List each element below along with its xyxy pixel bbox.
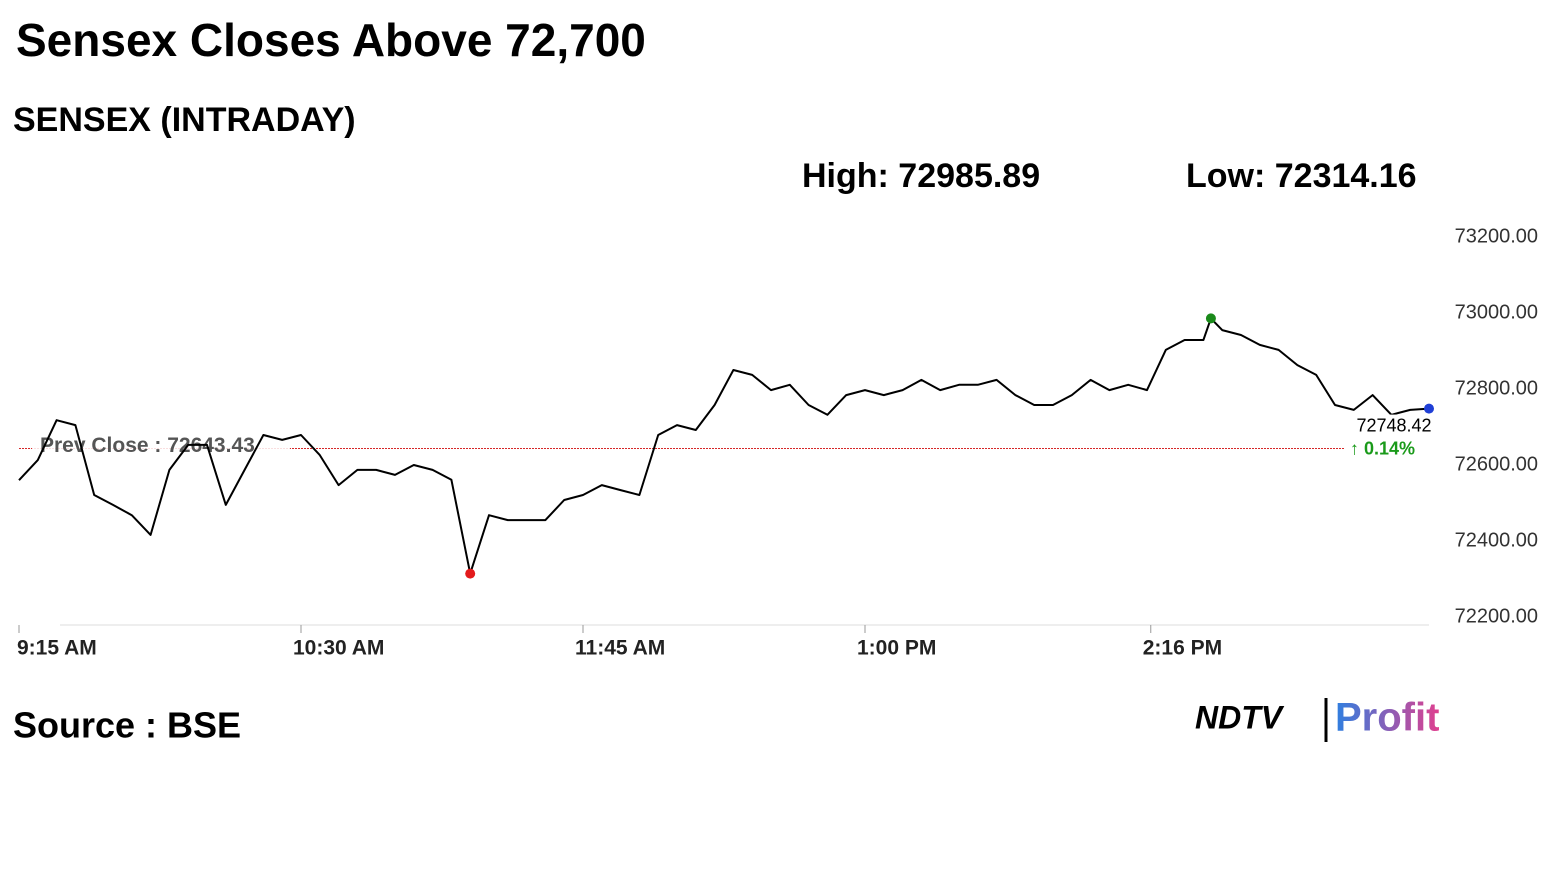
low-label: Low: 72314.16 xyxy=(1186,157,1417,195)
last-marker xyxy=(1424,403,1434,414)
price-line xyxy=(18,317,1430,575)
high-marker xyxy=(1205,313,1216,324)
x-tick-label: 10:30 AM xyxy=(293,637,384,660)
prev-close-label: Prev Close : 72643.43 xyxy=(40,434,255,457)
logo-ndtv: NDTV xyxy=(1195,699,1285,735)
y-tick-label: 72400.00 xyxy=(1455,529,1538,551)
low-marker xyxy=(465,568,476,579)
y-tick-label: 72800.00 xyxy=(1455,377,1538,399)
y-tick-label: 72600.00 xyxy=(1455,453,1538,475)
chart-subtitle: SENSEX (INTRADAY) xyxy=(13,101,356,139)
logo-profit: Profit xyxy=(1335,696,1439,740)
prev-close-bg xyxy=(32,431,290,460)
source: Source : BSE xyxy=(13,705,241,746)
x-tick-label: 2:16 PM xyxy=(1143,637,1222,660)
change-label: ↑ 0.14% xyxy=(1350,438,1415,458)
y-tick-label: 73000.00 xyxy=(1455,301,1538,323)
x-tick-label: 1:00 PM xyxy=(857,637,936,660)
y-tick-label: 73200.00 xyxy=(1455,225,1538,247)
y-tick-label: 72200.00 xyxy=(1455,605,1538,627)
last-label: 72748.42 xyxy=(1356,415,1431,435)
last-bg xyxy=(1348,414,1440,439)
chart-title: Sensex Closes Above 72,700 xyxy=(16,14,646,66)
high-label: High: 72985.89 xyxy=(802,157,1040,195)
x-tick-label: 11:45 AM xyxy=(575,637,665,660)
x-tick-label: 9:15 AM xyxy=(17,637,97,660)
